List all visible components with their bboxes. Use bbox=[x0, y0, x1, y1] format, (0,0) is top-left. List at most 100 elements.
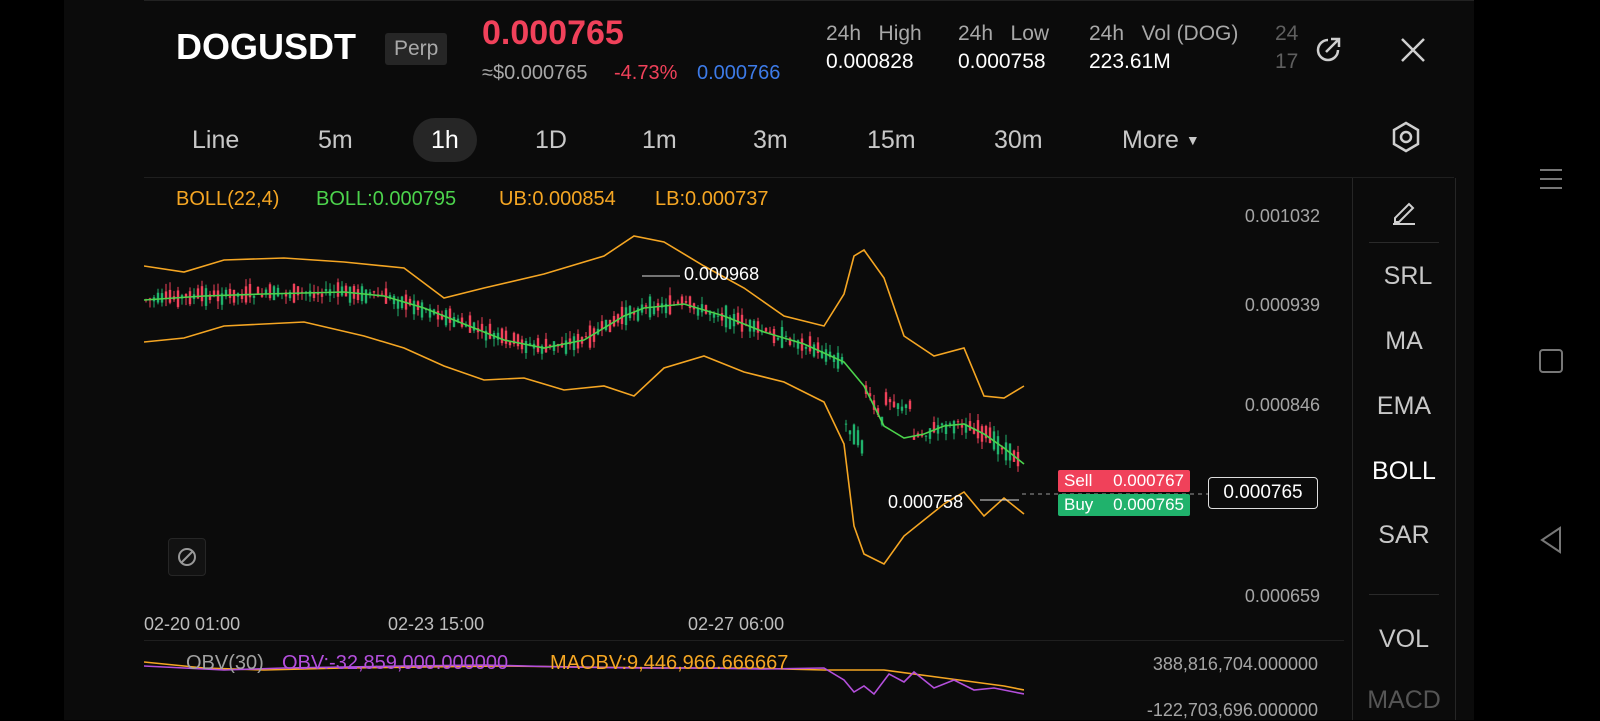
candle-body bbox=[592, 328, 596, 342]
tab-30m[interactable]: 30m bbox=[994, 126, 1043, 154]
candle-body bbox=[604, 319, 608, 331]
tab-3m[interactable]: 3m bbox=[753, 126, 788, 154]
candle-body bbox=[900, 406, 904, 411]
buy-price-tag[interactable]: Buy 0.000765 bbox=[1058, 494, 1190, 516]
candle-body bbox=[616, 314, 620, 323]
candle-body bbox=[316, 292, 320, 295]
indicator-srl[interactable]: SRL bbox=[1383, 262, 1433, 290]
last-price: 0.000765 bbox=[482, 14, 624, 52]
stat-value: 0.000758 bbox=[958, 50, 1046, 73]
candle-body bbox=[568, 338, 572, 345]
time-axis-label: 02-23 15:00 bbox=[388, 614, 485, 634]
indicator-macd[interactable]: MACD bbox=[1367, 686, 1441, 714]
candle-body bbox=[768, 331, 772, 333]
tab-more[interactable]: More ▼ bbox=[1104, 118, 1218, 162]
candle-body bbox=[804, 346, 808, 349]
candle-body bbox=[268, 284, 272, 299]
candle-body bbox=[456, 318, 460, 321]
candle-body bbox=[812, 344, 816, 357]
candle-body bbox=[208, 294, 212, 300]
time-axis-label: 02-20 01:00 bbox=[144, 614, 241, 634]
chart-high-marker: 0.000968 bbox=[684, 264, 760, 284]
reset-view-button[interactable] bbox=[168, 538, 206, 576]
candle-body bbox=[952, 421, 956, 434]
candle-body bbox=[380, 293, 384, 295]
candle-body bbox=[452, 316, 456, 327]
back-triangle-icon[interactable] bbox=[1538, 526, 1564, 554]
candle-body bbox=[728, 316, 732, 329]
candle-body bbox=[484, 330, 488, 341]
candle-body bbox=[968, 421, 972, 431]
tab-5m[interactable]: 5m bbox=[318, 126, 353, 154]
price-axis-label: 0.000846 bbox=[1244, 395, 1320, 415]
candle-body bbox=[776, 337, 780, 340]
symbol-title[interactable]: DOGUSDT bbox=[176, 26, 356, 67]
candle-body bbox=[344, 285, 348, 297]
candle-body bbox=[824, 349, 828, 362]
candle-body bbox=[512, 332, 516, 344]
caret-down-icon: ▼ bbox=[1185, 132, 1200, 148]
tab-1m[interactable]: 1m bbox=[642, 126, 677, 154]
candle-body bbox=[972, 428, 976, 434]
candle-body bbox=[160, 293, 164, 303]
candle-body bbox=[548, 344, 552, 346]
candle-body bbox=[196, 288, 200, 299]
pencil-icon[interactable] bbox=[1389, 196, 1419, 226]
square-icon[interactable] bbox=[1538, 348, 1564, 374]
candle-body bbox=[324, 288, 328, 292]
candle-body bbox=[420, 302, 424, 318]
candlestick-chart[interactable] bbox=[144, 176, 1354, 626]
close-icon[interactable] bbox=[1398, 35, 1428, 65]
price-axis-label: 0.001032 bbox=[1244, 206, 1320, 226]
indicator-ma[interactable]: MA bbox=[1385, 327, 1423, 355]
candle-body bbox=[564, 340, 568, 354]
candle-body bbox=[948, 423, 952, 425]
indicator-ema[interactable]: EMA bbox=[1376, 392, 1432, 420]
candle-body bbox=[908, 400, 912, 409]
tab-1d[interactable]: 1D bbox=[535, 126, 567, 154]
hexagon-settings-icon[interactable] bbox=[1390, 120, 1422, 154]
indicator-sar[interactable]: SAR bbox=[1378, 521, 1430, 549]
sell-price-tag[interactable]: Sell 0.000767 bbox=[1058, 470, 1190, 492]
candle-body bbox=[984, 425, 988, 439]
indicator-boll[interactable]: BOLL bbox=[1372, 457, 1436, 485]
menu-icon[interactable] bbox=[1538, 166, 1564, 192]
candle-body bbox=[396, 299, 400, 309]
candle-body bbox=[936, 425, 940, 434]
candle-body bbox=[164, 291, 168, 299]
tab-1h[interactable]: 1h bbox=[413, 118, 477, 162]
candle-body bbox=[288, 291, 292, 299]
candle-body bbox=[312, 291, 316, 298]
candle-body bbox=[888, 399, 892, 403]
stat-value: 223.61M bbox=[1089, 50, 1171, 73]
candle-body bbox=[228, 288, 232, 298]
candle-body bbox=[440, 314, 444, 320]
candle-body bbox=[460, 317, 464, 327]
candle-body bbox=[636, 308, 640, 321]
candle-body bbox=[504, 330, 508, 344]
candle-body bbox=[212, 290, 216, 297]
tab-more-label: More bbox=[1122, 126, 1179, 154]
candle-body bbox=[788, 338, 792, 345]
candle-body bbox=[408, 298, 412, 306]
candle-body bbox=[388, 295, 392, 299]
candle-body bbox=[996, 436, 1000, 455]
share-icon[interactable] bbox=[1312, 34, 1344, 66]
candle-body bbox=[444, 310, 448, 326]
candle-body bbox=[708, 311, 712, 315]
tab-line[interactable]: Line bbox=[192, 126, 240, 154]
candle-body bbox=[652, 307, 656, 315]
indicator-vol[interactable]: VOL bbox=[1378, 625, 1430, 653]
candle-body bbox=[1004, 442, 1008, 461]
candle-body bbox=[848, 430, 852, 435]
current-price-box: 0.000765 bbox=[1208, 477, 1318, 509]
menu-divider bbox=[1369, 594, 1439, 595]
candle-body bbox=[752, 320, 756, 332]
candle-body bbox=[284, 292, 288, 297]
candle-body bbox=[912, 436, 916, 440]
candle-body bbox=[1000, 447, 1004, 450]
tab-15m[interactable]: 15m bbox=[867, 126, 916, 154]
obv-divider bbox=[144, 640, 1344, 641]
candle-body bbox=[808, 336, 812, 352]
candle-body bbox=[868, 393, 872, 397]
